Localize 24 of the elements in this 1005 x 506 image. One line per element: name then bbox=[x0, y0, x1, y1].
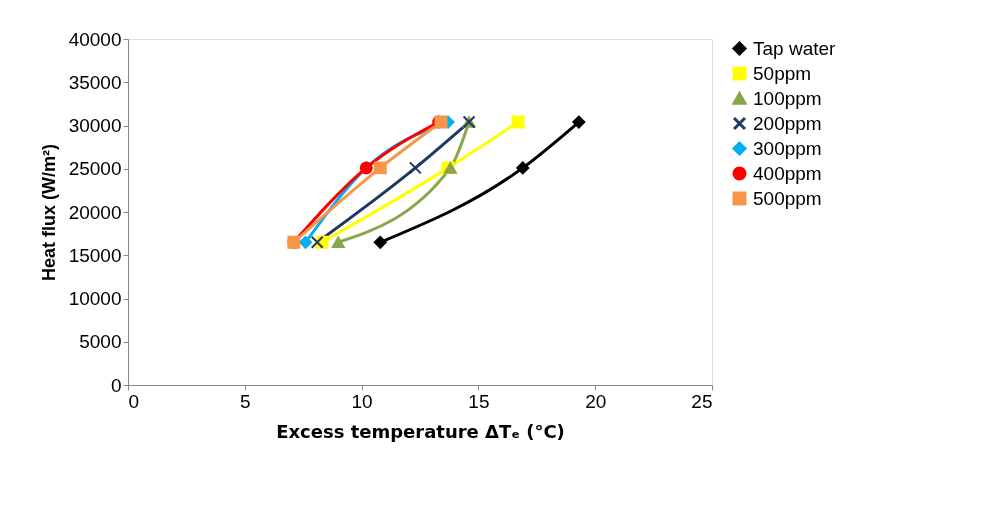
y-tick-label: 25000 bbox=[68, 158, 122, 180]
legend-label: 100ppm bbox=[753, 87, 822, 109]
legend-label: Tap water bbox=[753, 37, 837, 59]
x-tick-label: 10 bbox=[351, 390, 373, 412]
y-axis-title: Heat flux (W/m²) bbox=[38, 144, 59, 281]
x-tick-label: 20 bbox=[585, 390, 607, 412]
x-tick-label: 15 bbox=[468, 390, 490, 412]
y-tick-label: 15000 bbox=[68, 244, 122, 266]
legend-label: 50ppm bbox=[753, 62, 812, 84]
y-tick-label: 10000 bbox=[68, 288, 122, 309]
y-tick-label: 35000 bbox=[68, 71, 122, 93]
y-tick-label: 40000 bbox=[68, 28, 122, 50]
legend-label: 300ppm bbox=[753, 137, 822, 159]
legend-label: 200ppm bbox=[753, 112, 822, 134]
x-tick-label: 25 bbox=[691, 390, 713, 412]
x-tick-label: 5 bbox=[240, 390, 251, 412]
y-tick-label: 5000 bbox=[79, 331, 122, 353]
y-tick-label: 0 bbox=[110, 374, 122, 396]
legend-label: 500ppm bbox=[753, 187, 822, 209]
legend-label: 400ppm bbox=[753, 162, 822, 184]
x-axis-title: Excess temperature ΔTₑ (°C) bbox=[276, 420, 565, 442]
x-tick-label: 0 bbox=[128, 390, 140, 412]
y-tick-label: 20000 bbox=[68, 201, 122, 223]
y-tick-label: 30000 bbox=[68, 115, 122, 136]
